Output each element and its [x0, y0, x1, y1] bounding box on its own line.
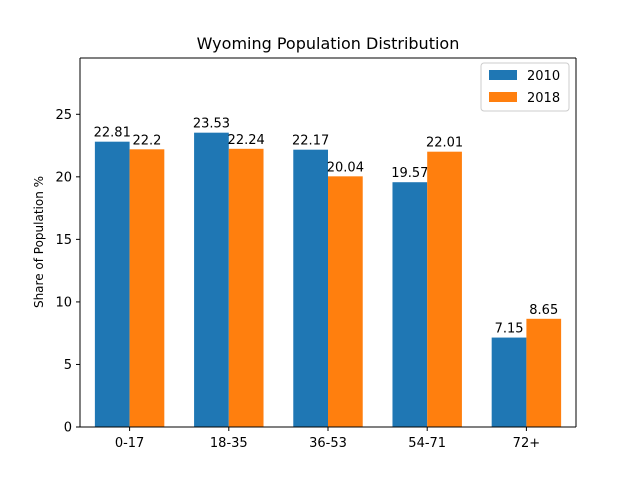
bar-2018-72+: [526, 318, 562, 427]
data-label-2018-54-71: 22.01: [426, 136, 463, 151]
legend-swatch-2010: [489, 70, 517, 80]
x-tick-label: 72+: [513, 436, 540, 451]
data-label-2018-72+: 8.65: [529, 303, 558, 318]
data-label-2010-36-53: 22.17: [292, 134, 329, 149]
chart-title: Wyoming Population Distribution: [197, 34, 460, 53]
bar-2010-18-35: [194, 132, 229, 427]
y-tick-label: 0: [64, 421, 72, 436]
bar-2018-0-17: [129, 149, 165, 427]
data-label-2010-72+: 7.15: [495, 322, 524, 337]
bar-2018-36-53: [328, 176, 363, 427]
y-tick-label: 20: [55, 170, 72, 185]
bar-2018-54-71: [427, 151, 462, 427]
bar-2010-54-71: [392, 182, 428, 427]
x-tick-label: 54-71: [408, 436, 446, 451]
y-tick-label: 15: [55, 233, 72, 248]
bar-2018-18-35: [228, 148, 264, 427]
data-label-2010-18-35: 23.53: [193, 117, 230, 132]
y-tick-label: 10: [55, 295, 72, 310]
data-label-2018-18-35: 22.24: [228, 133, 265, 148]
bar-2010-0-17: [94, 141, 130, 427]
x-tick-label: 0-17: [115, 436, 145, 451]
x-tick-label: 36-53: [309, 436, 347, 451]
legend-label-2018: 2018: [527, 91, 560, 106]
x-tick-label: 18-35: [210, 436, 248, 451]
chart-legend: 2010 2018: [480, 62, 570, 112]
data-label-2010-0-17: 22.81: [94, 126, 131, 141]
legend-label-2010: 2010: [527, 69, 560, 84]
plot-area: 22.81 23.53 22.17 19.57 7.15 22.2 22.24 20.04 22…: [55, 57, 577, 451]
y-tick-label: 5: [64, 358, 72, 373]
data-label-2018-36-53: 20.04: [327, 160, 364, 175]
data-label-2010-54-71: 19.57: [391, 166, 428, 181]
data-label-2018-0-17: 22.2: [132, 133, 161, 148]
bar-2010-36-53: [293, 149, 328, 427]
y-axis-label: Share of Population %: [32, 176, 46, 308]
legend-swatch-2018: [489, 92, 517, 102]
y-tick-label: 25: [55, 108, 72, 123]
bar-2010-72+: [491, 337, 527, 427]
